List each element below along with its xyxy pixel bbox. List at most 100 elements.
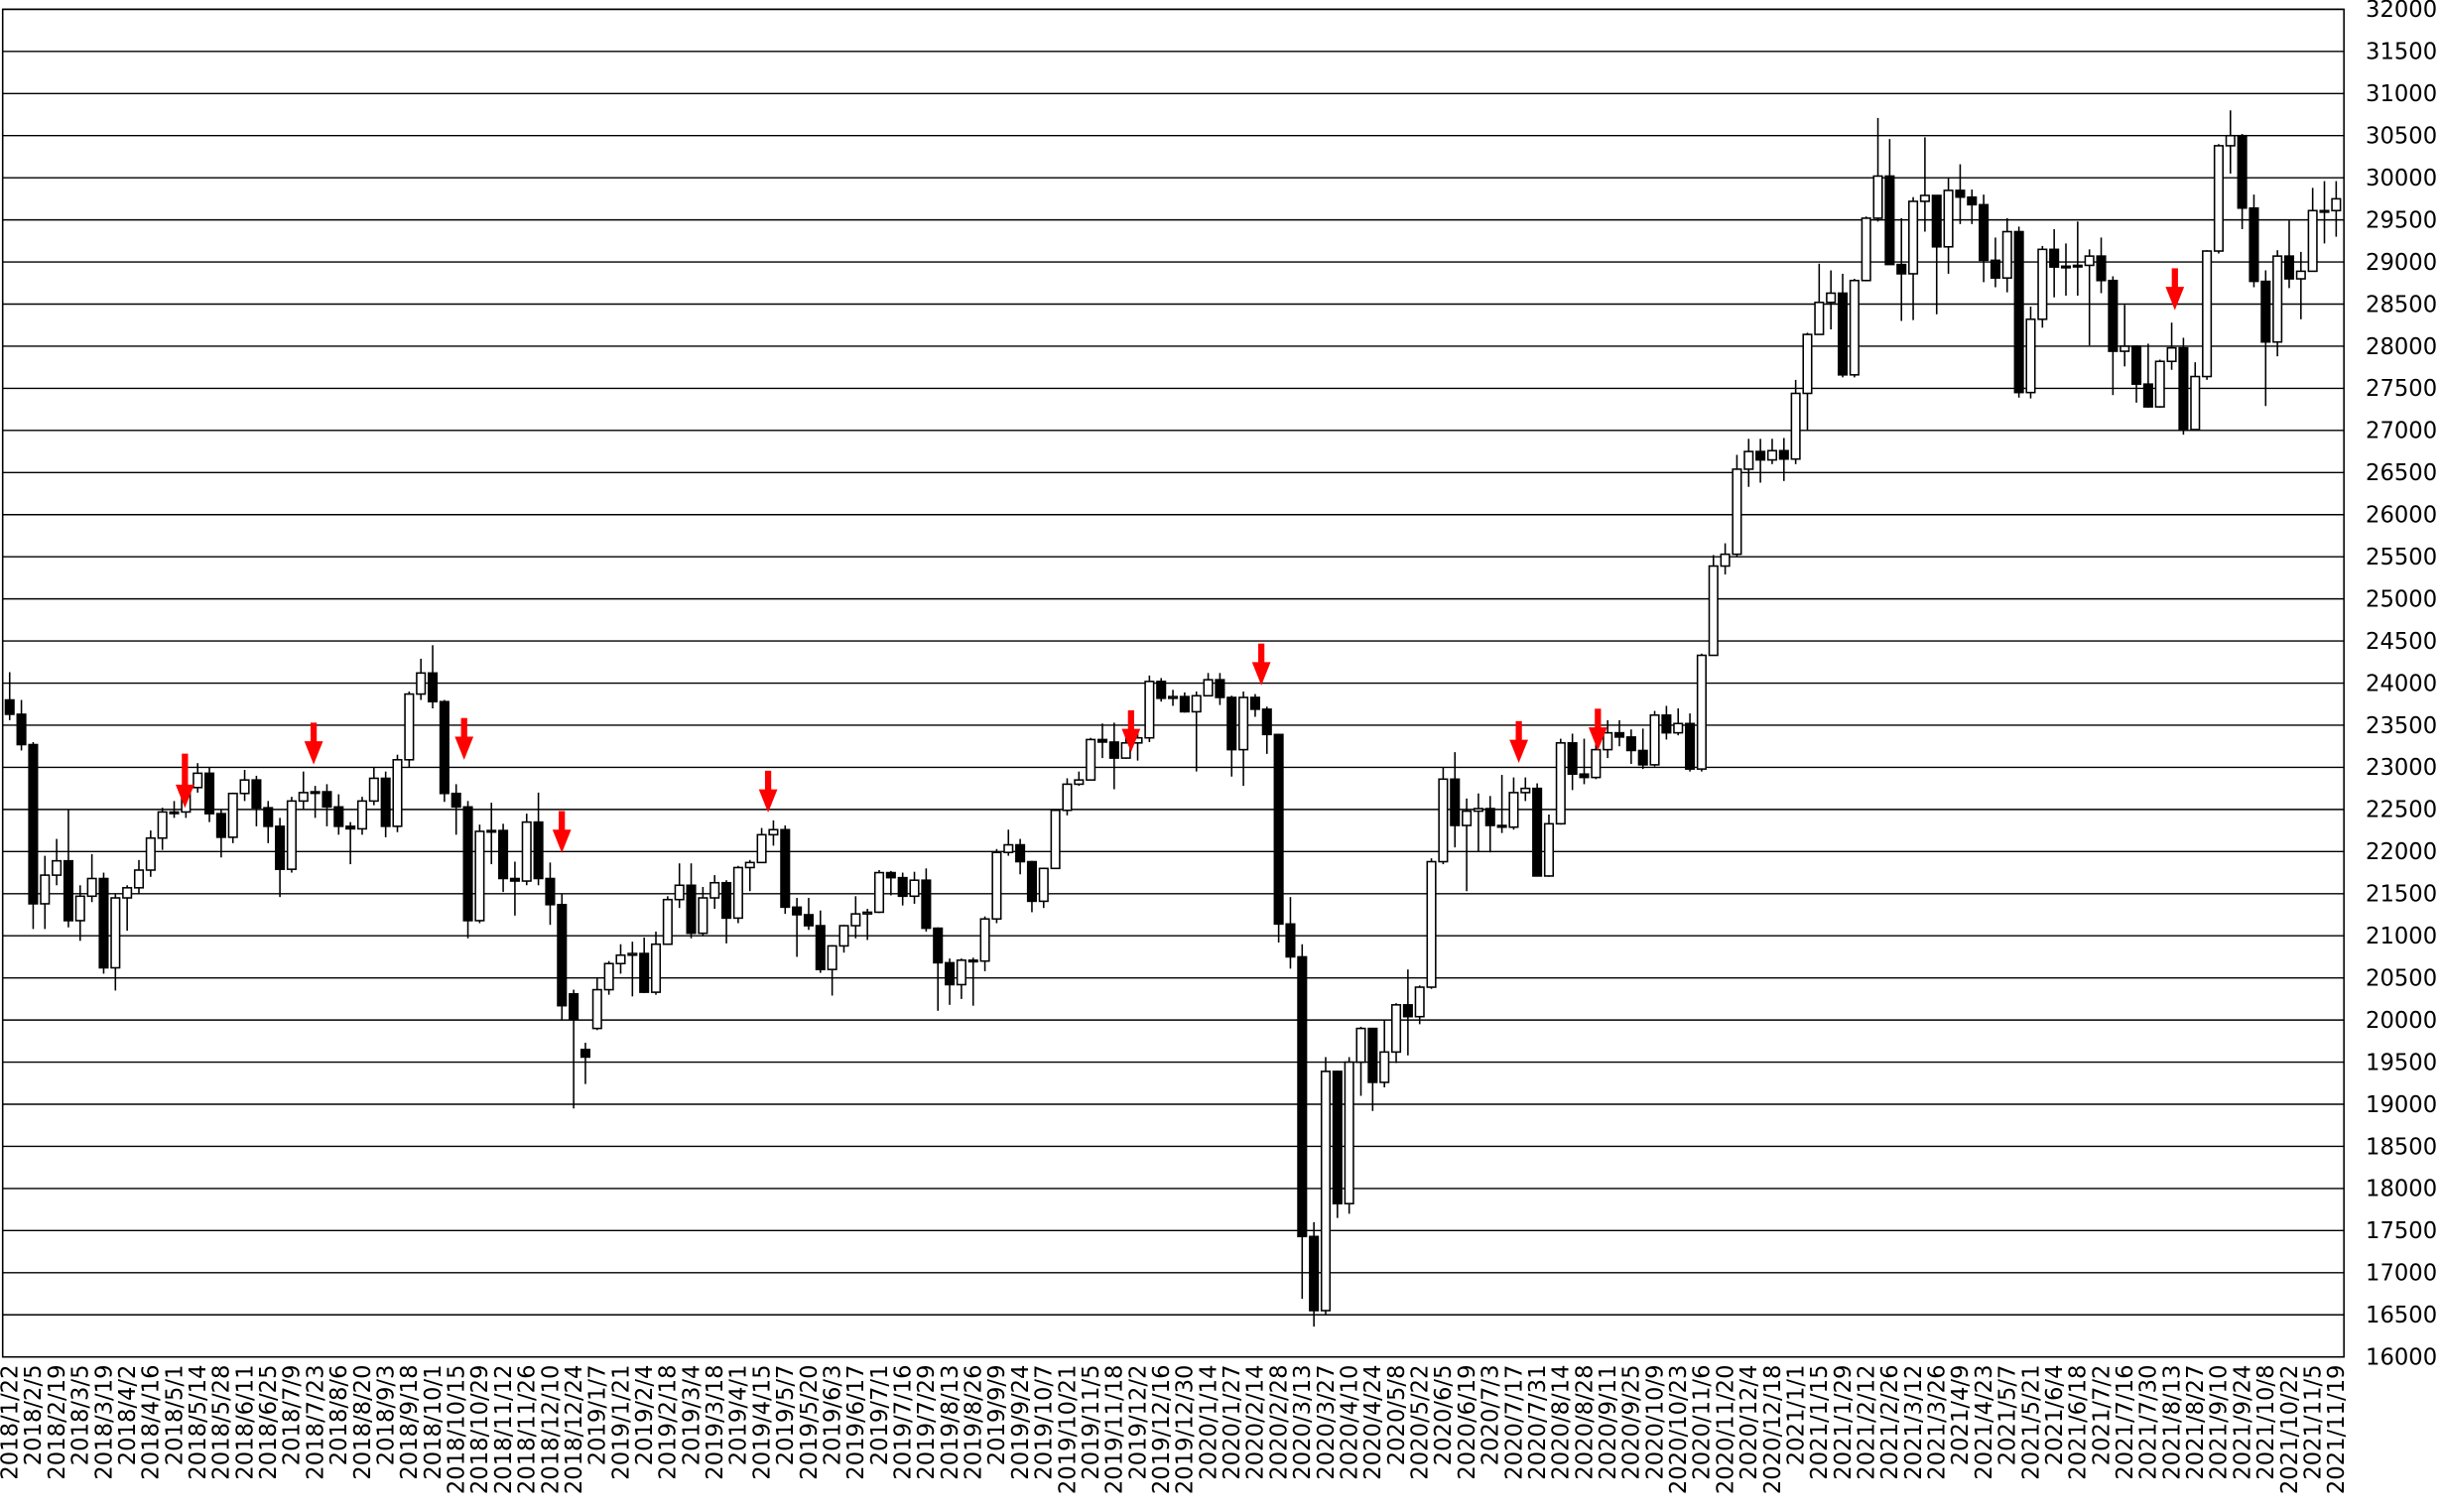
candle-body	[333, 806, 344, 827]
candle-body	[1826, 292, 1837, 304]
x-tick-label: 2019/6/17	[843, 1365, 869, 1480]
x-tick-label: 2020/3/27	[1314, 1365, 1340, 1480]
candle-body	[1297, 955, 1308, 1238]
x-tick-label: 2018/5/28	[209, 1365, 235, 1480]
arrow	[454, 736, 474, 760]
candle-body	[1344, 1061, 1354, 1204]
candle-body	[28, 743, 39, 905]
arrow	[758, 789, 778, 814]
y-tick-label: 29500	[2366, 207, 2437, 233]
x-tick-label: 2019/8/13	[938, 1365, 964, 1480]
candle-body	[1567, 742, 1578, 776]
candle-body	[1990, 259, 2000, 279]
x-tick-label: 2018/2/5	[21, 1365, 47, 1466]
candle-body	[909, 879, 920, 898]
x-tick-label: 2021/6/4	[2042, 1365, 2068, 1466]
y-tick-label: 20500	[2366, 965, 2437, 991]
candle-body	[1332, 1071, 1343, 1204]
candle-body	[1355, 1027, 1366, 1064]
candle-body	[1555, 742, 1566, 825]
x-tick-label: 2020/1/14	[1196, 1365, 1221, 1480]
x-tick-label: 2018/10/29	[467, 1365, 493, 1495]
x-tick-label: 2018/2/19	[45, 1365, 70, 1480]
x-tick-label: 2019/2/4	[632, 1365, 658, 1466]
x-tick-label: 2018/1/22	[0, 1365, 24, 1480]
x-tick-label: 2021/9/10	[2207, 1365, 2233, 1480]
y-tick-label: 32000	[2366, 0, 2437, 23]
candle-body	[215, 813, 226, 838]
x-tick-label: 2018/8/6	[326, 1365, 352, 1466]
x-tick-label: 2020/7/31	[1525, 1365, 1551, 1480]
candle-body	[2283, 255, 2295, 280]
candle-body	[1790, 392, 1801, 460]
x-tick-label: 2021/1/15	[1807, 1365, 1833, 1480]
candle-body	[1613, 731, 1625, 738]
candle-body	[1708, 565, 1719, 657]
x-tick-label: 2018/12/24	[562, 1365, 587, 1495]
candle-body	[533, 820, 544, 880]
candle-body	[486, 829, 497, 833]
candle-body	[474, 830, 485, 922]
x-tick-label: 2021/8/27	[2183, 1365, 2209, 1480]
candle-body	[792, 906, 803, 916]
x-tick-label: 2020/11/20	[1713, 1365, 1738, 1495]
y-tick-label: 18500	[2366, 1134, 2437, 1160]
candle-body	[1814, 302, 1825, 335]
candle-body	[2072, 264, 2083, 268]
candle-body	[98, 877, 109, 969]
candle-body	[1096, 738, 1108, 743]
candle-body	[298, 792, 309, 803]
x-tick-label: 2020/5/22	[1408, 1365, 1434, 1480]
candle-body	[1685, 722, 1696, 770]
candle-body	[1426, 860, 1437, 988]
candle-body	[1086, 738, 1096, 781]
x-tick-label: 2020/7/17	[1501, 1365, 1527, 1480]
candle-body	[392, 759, 403, 827]
candle-body	[921, 879, 932, 930]
arrow	[552, 829, 572, 853]
candle-body	[133, 869, 145, 889]
candle-body	[650, 943, 662, 993]
candle-body	[2260, 280, 2271, 343]
candle-body	[780, 828, 791, 909]
candle-body	[122, 887, 133, 899]
candle-body	[1050, 809, 1061, 870]
x-tick-label: 2021/11/19	[2324, 1365, 2350, 1495]
x-tick-label: 2019/7/29	[914, 1365, 940, 1480]
candle-body	[203, 772, 215, 815]
candle-body	[2049, 248, 2060, 268]
y-tick-label: 26000	[2366, 503, 2437, 529]
candle-body	[1979, 203, 1990, 262]
candle-body	[1908, 200, 1919, 275]
candle-body	[427, 672, 439, 702]
candle-body	[2295, 270, 2306, 280]
candle-body	[744, 861, 755, 869]
candle-body	[462, 806, 473, 922]
candle-body	[1473, 808, 1483, 813]
candle-body	[2307, 209, 2318, 273]
y-tick-label: 25500	[2366, 545, 2437, 570]
x-tick-label: 2018/11/26	[515, 1365, 541, 1495]
candle-body	[1661, 714, 1672, 734]
x-tick-label: 2021/5/21	[2018, 1365, 2044, 1480]
x-tick-label: 2020/9/25	[1619, 1365, 1645, 1480]
y-tick-label: 16000	[2366, 1345, 2437, 1371]
candle-body	[1872, 175, 1883, 219]
candle-body	[2225, 134, 2236, 147]
x-tick-label: 2021/9/24	[2230, 1365, 2255, 1480]
x-tick-label: 2020/8/28	[1572, 1365, 1598, 1480]
y-tick-label: 27500	[2366, 376, 2437, 402]
candle-body	[862, 911, 873, 915]
x-tick-label: 2019/8/26	[962, 1365, 987, 1480]
x-tick-label: 2019/3/4	[679, 1365, 705, 1466]
candle-body	[439, 700, 450, 795]
candle-body	[2013, 230, 2024, 394]
y-tick-label: 19500	[2366, 1050, 2437, 1075]
x-tick-label: 2019/10/21	[1055, 1365, 1081, 1495]
x-tick-label: 2020/2/14	[1243, 1365, 1269, 1480]
candle-body	[698, 897, 708, 935]
x-tick-label: 2018/9/3	[373, 1365, 399, 1466]
candle-body	[1532, 787, 1543, 877]
x-tick-label: 2019/11/5	[1079, 1365, 1104, 1480]
candle-body	[368, 777, 379, 803]
